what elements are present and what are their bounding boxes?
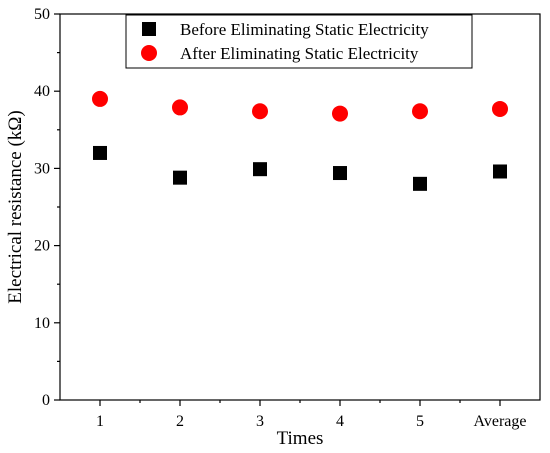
- x-tick-label: 2: [176, 413, 184, 430]
- point-before: [93, 145, 107, 160]
- point-after: [412, 103, 428, 120]
- y-tick-label: 50: [34, 6, 50, 23]
- y-tick-label: 30: [34, 160, 50, 177]
- x-tick-label: 1: [96, 413, 104, 430]
- x-axis-title: Times: [277, 428, 324, 449]
- point-after: [492, 100, 508, 117]
- point-before: [413, 176, 427, 191]
- point-after: [92, 90, 108, 107]
- plot-frame: [59, 13, 541, 401]
- point-before: [493, 164, 507, 179]
- y-axis-title: Electrical resistance (kΩ): [5, 110, 26, 303]
- x-tick-label: 3: [256, 413, 264, 430]
- legend-box: [125, 14, 473, 69]
- point-before: [253, 162, 267, 177]
- legend-marker-after: [141, 45, 157, 61]
- y-tick-label: 40: [34, 83, 50, 100]
- legend: Before Eliminating Static Electricity Af…: [125, 14, 473, 69]
- point-before: [173, 170, 187, 185]
- x-axis: 1 2 3 4 5 Average: [96, 400, 527, 430]
- point-after: [252, 103, 268, 120]
- legend-label-before: Before Eliminating Static Electricity: [180, 20, 429, 39]
- x-tick-label: 4: [336, 413, 344, 430]
- legend-marker-before: [142, 22, 156, 36]
- legend-label-after: After Eliminating Static Electricity: [180, 44, 419, 63]
- point-after: [172, 99, 188, 116]
- y-tick-label: 10: [34, 315, 50, 332]
- data-points: [92, 90, 508, 191]
- point-after: [332, 105, 348, 122]
- y-axis: 0 10 20 30 40 50: [34, 6, 60, 409]
- y-tick-label: 0: [42, 392, 50, 409]
- x-tick-label: Average: [474, 413, 527, 430]
- point-before: [333, 166, 347, 181]
- x-tick-label: 5: [416, 413, 424, 430]
- y-tick-label: 20: [34, 238, 50, 255]
